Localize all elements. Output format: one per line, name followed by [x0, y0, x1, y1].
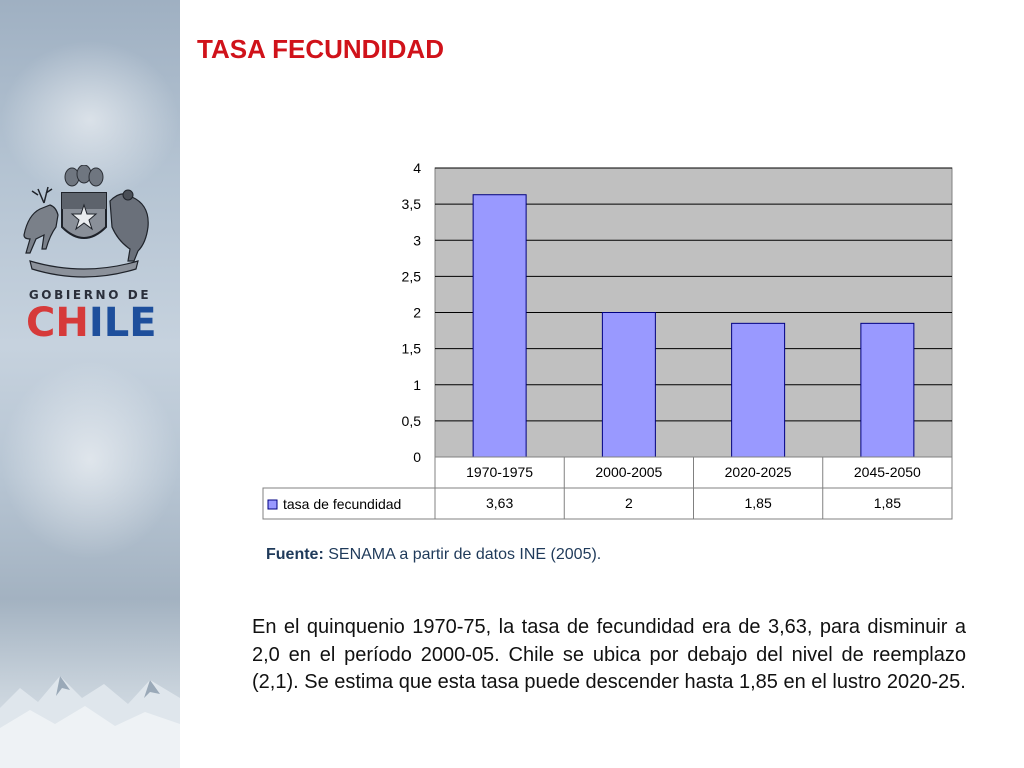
data-value-label: 3,63	[486, 495, 513, 511]
source-label: Fuente:	[266, 546, 324, 563]
y-tick-label: 1	[413, 377, 421, 393]
legend-series-label: tasa de fecundidad	[283, 496, 401, 512]
page-title: TASA FECUNDIDAD	[197, 34, 444, 64]
y-tick-label: 3,5	[402, 196, 422, 212]
y-tick-label: 2	[413, 305, 421, 321]
bar	[731, 322, 786, 458]
source-note: Fuente: SENAMA a partir de datos INE (20…	[266, 546, 601, 564]
x-category-label: 1970-1975	[466, 464, 533, 480]
bar	[860, 322, 915, 458]
x-category-label: 2045-2050	[854, 464, 921, 480]
bar	[601, 312, 656, 458]
y-tick-label: 1,5	[402, 341, 422, 357]
y-tick-label: 2,5	[402, 268, 422, 284]
logo-word-part-blue: ILE	[88, 300, 157, 346]
logo-word-part-red: CH	[26, 300, 89, 346]
x-category-label: 2020-2025	[725, 464, 792, 480]
data-value-label: 1,85	[745, 495, 772, 511]
mist-overlay	[0, 360, 180, 560]
mountain-illustration	[0, 676, 180, 768]
coat-of-arms-icon	[23, 165, 149, 278]
y-tick-label: 0	[413, 449, 421, 465]
side-panel-background: GOBIERNO DE CHILE	[0, 0, 180, 768]
logo-word-chile: CHILE	[26, 300, 157, 346]
data-value-label: 2	[625, 495, 633, 511]
y-tick-label: 3	[413, 232, 421, 248]
y-tick-label: 4	[413, 160, 421, 176]
table-data-row	[262, 487, 953, 520]
body-paragraph: En el quinquenio 1970-75, la tasa de fec…	[252, 616, 966, 693]
y-tick-label: 0,5	[402, 413, 422, 429]
source-text: SENAMA a partir de datos INE (2005).	[323, 546, 602, 563]
x-category-label: 2000-2005	[595, 464, 662, 480]
legend-swatch	[267, 499, 278, 510]
bar	[472, 194, 527, 458]
logo-line-gobierno: GOBIERNO DE	[28, 288, 152, 302]
data-value-label: 1,85	[874, 495, 901, 511]
